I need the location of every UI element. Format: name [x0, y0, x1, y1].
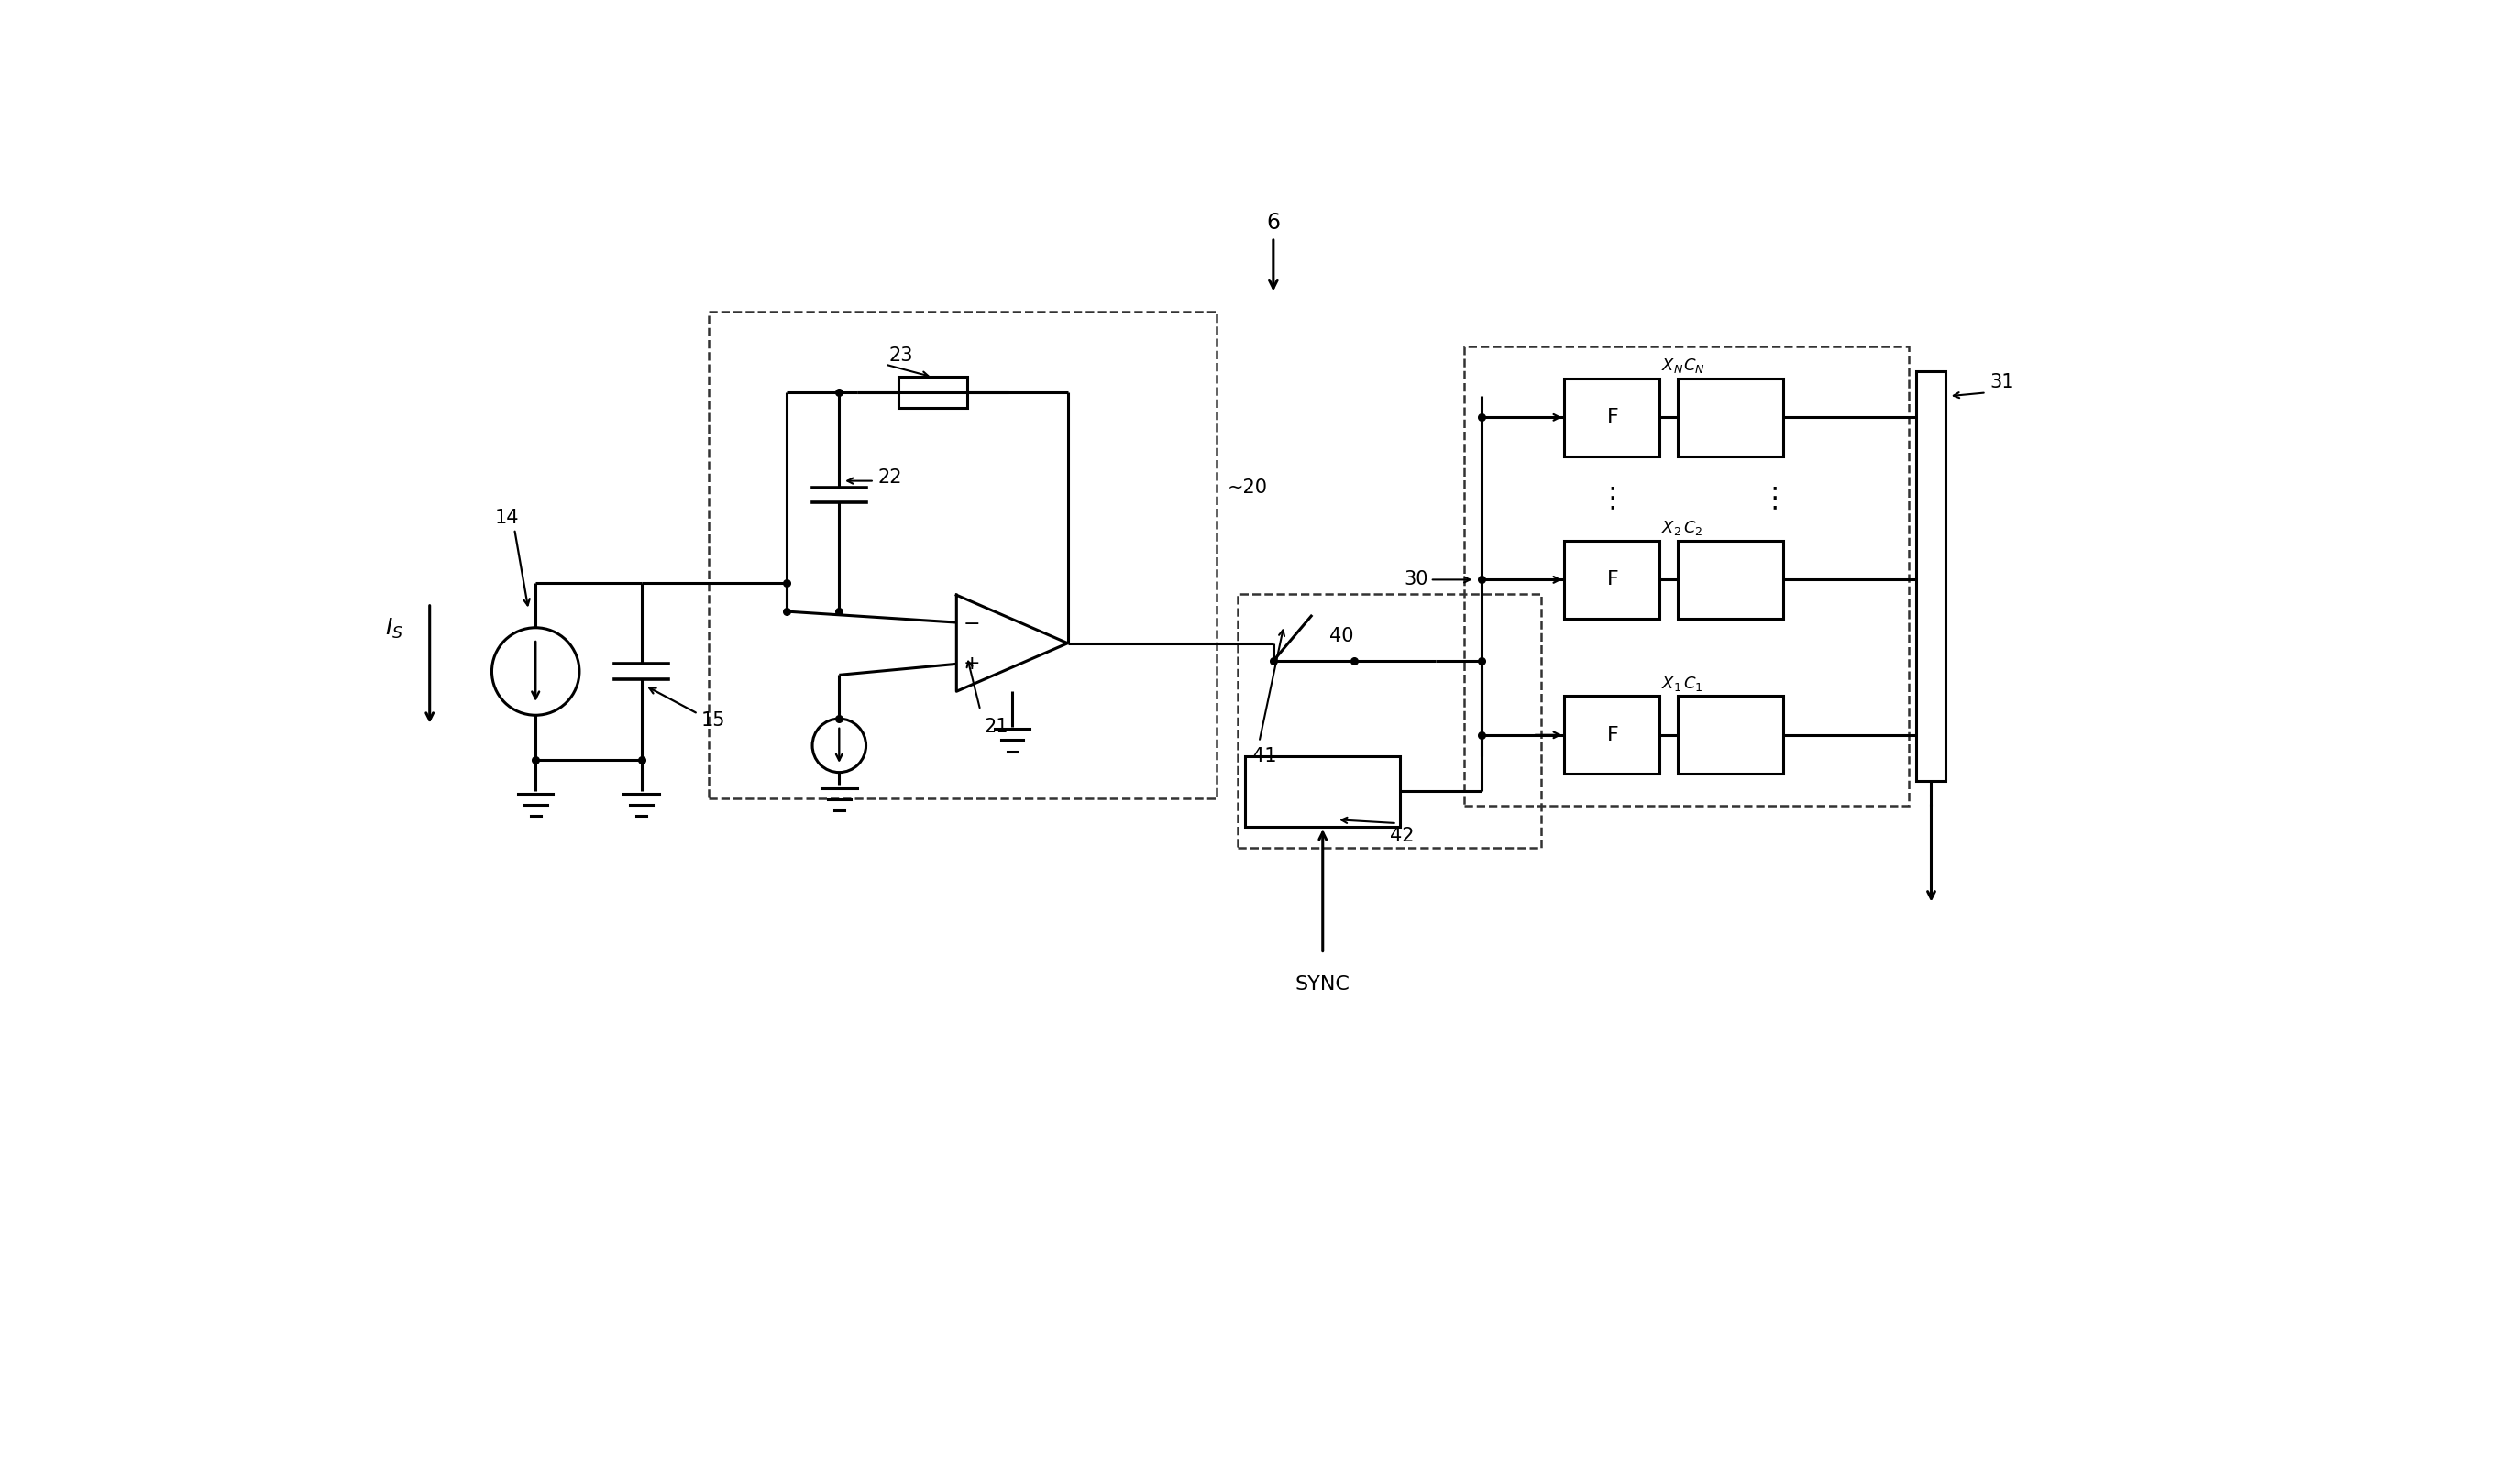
Text: $X_2$: $X_2$ [1660, 519, 1681, 537]
Text: 21: 21 [985, 717, 1007, 736]
Text: $X_N$: $X_N$ [1660, 356, 1683, 375]
Text: ⋮: ⋮ [1761, 485, 1789, 512]
Bar [1246, 757, 1399, 827]
Text: $\mathsf{F}$: $\mathsf{F}$ [1605, 408, 1618, 426]
Text: 14: 14 [495, 509, 520, 527]
Text: SYNC: SYNC [1296, 975, 1349, 993]
Bar [1565, 378, 1660, 456]
Text: 31: 31 [1990, 372, 2015, 392]
Text: ~20: ~20 [1228, 479, 1269, 497]
Text: 42: 42 [1389, 827, 1414, 844]
Text: $I_S$: $I_S$ [384, 617, 404, 641]
Text: 15: 15 [701, 712, 726, 730]
Text: 41: 41 [1251, 746, 1276, 766]
Text: 40: 40 [1329, 626, 1354, 646]
Bar [1464, 347, 1909, 806]
Text: 6: 6 [1266, 212, 1281, 234]
Text: ⋮: ⋮ [1598, 485, 1625, 512]
Bar [1678, 378, 1784, 456]
Bar [1678, 540, 1784, 619]
Text: $C_N$: $C_N$ [1683, 356, 1706, 375]
Bar [1238, 594, 1542, 847]
Text: $\mathsf{F}$: $\mathsf{F}$ [1605, 726, 1618, 743]
Bar [708, 312, 1216, 798]
Text: 30: 30 [1404, 570, 1429, 589]
Bar [899, 377, 967, 408]
Text: $-$: $-$ [962, 613, 980, 632]
Text: 22: 22 [879, 467, 902, 487]
Bar [1917, 371, 1944, 781]
Text: $C_1$: $C_1$ [1683, 674, 1703, 693]
Bar [1678, 696, 1784, 773]
Text: $+$: $+$ [962, 654, 980, 674]
Text: 23: 23 [889, 346, 912, 365]
Text: $C_2$: $C_2$ [1683, 519, 1703, 537]
Text: $\mathsf{F}$: $\mathsf{F}$ [1605, 570, 1618, 589]
Bar [1565, 540, 1660, 619]
Text: $X_1$: $X_1$ [1660, 674, 1681, 693]
Bar [1565, 696, 1660, 773]
